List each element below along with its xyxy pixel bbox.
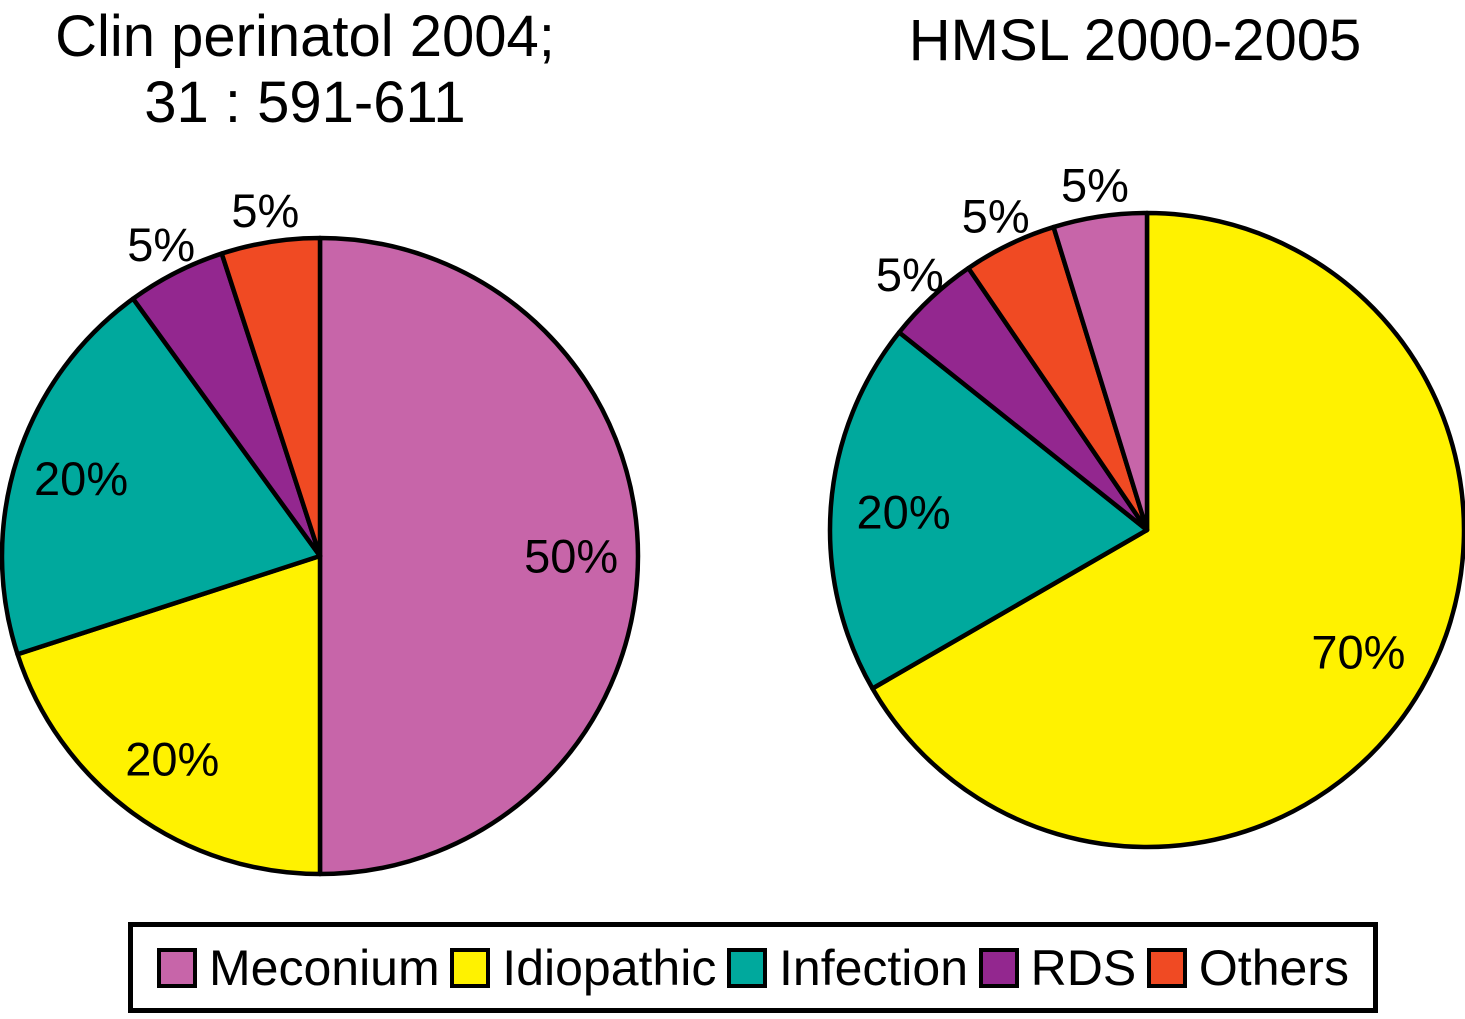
legend-swatch-others [1146, 947, 1187, 988]
pie-percent-label-hmsl-rds: 5% [876, 248, 944, 301]
pie-percent-label-clin-perinatol-infection: 20% [34, 452, 128, 505]
legend-swatch-idiopathic [450, 947, 491, 988]
pie-percent-label-clin-perinatol-rds: 5% [127, 218, 195, 271]
pie-hmsl: 70% 20% 5% 5% 5% [827, 159, 1465, 850]
legend-swatch-rds [978, 947, 1019, 988]
legend-label-meconium: Meconium [209, 939, 440, 996]
pie-percent-label-clin-perinatol-meconium: 50% [524, 530, 618, 583]
legend-label-idiopathic: Idiopathic [502, 939, 717, 996]
left-chart-title-line2: 31 : 591-611 [144, 70, 466, 135]
left-chart-title-line1: Clin perinatol 2004; [55, 4, 555, 69]
pie-slice-hmsl-meconium [1051, 210, 1150, 533]
pie-percent-label-hmsl-infection: 20% [857, 485, 951, 538]
legend-label-rds: RDS [1030, 939, 1137, 996]
pie-slice-clin-perinatol-others [219, 235, 323, 559]
legend-swatch-infection [727, 947, 767, 988]
figure-legend: Meconium Idiopathic Infection RDS Others [128, 922, 1378, 1013]
pie-slice-hmsl-idiopathic [870, 210, 1465, 850]
pie-percent-label-clin-perinatol-others: 5% [231, 184, 299, 237]
pie-slice-clin-perinatol-idiopathic [15, 553, 323, 877]
legend-item-infection: Infection [727, 943, 968, 993]
left-chart-title: Clin perinatol 2004; 31 : 591-611 [5, 4, 605, 136]
legend-label-infection: Infection [779, 939, 969, 996]
pie-slice-hmsl-infection [827, 330, 1150, 691]
right-chart-title-line1: HMSL 2000-2005 [908, 8, 1362, 73]
pie-percent-label-hmsl-meconium: 5% [1061, 159, 1129, 212]
right-chart-title: HMSL 2000-2005 [835, 8, 1435, 74]
pie-slice-clin-perinatol-infection [0, 296, 323, 657]
legend-item-idiopathic: Idiopathic [450, 943, 716, 993]
legend-label-others: Others [1198, 939, 1349, 996]
legend-item-rds: RDS [978, 939, 1137, 996]
pie-percent-label-clin-perinatol-idiopathic: 20% [125, 733, 219, 786]
pie-slice-clin-perinatol-meconium [317, 235, 641, 877]
legend-item-meconium: Meconium [157, 943, 440, 993]
legend-swatch-meconium [157, 947, 197, 988]
pie-percent-label-hmsl-idiopathic: 70% [1311, 626, 1405, 679]
legend-item-others: Others [1146, 939, 1349, 996]
pie-percent-label-hmsl-others: 5% [962, 189, 1030, 242]
pie-clin-perinatol: 50% 20% 20% 5% 5% [0, 184, 641, 877]
